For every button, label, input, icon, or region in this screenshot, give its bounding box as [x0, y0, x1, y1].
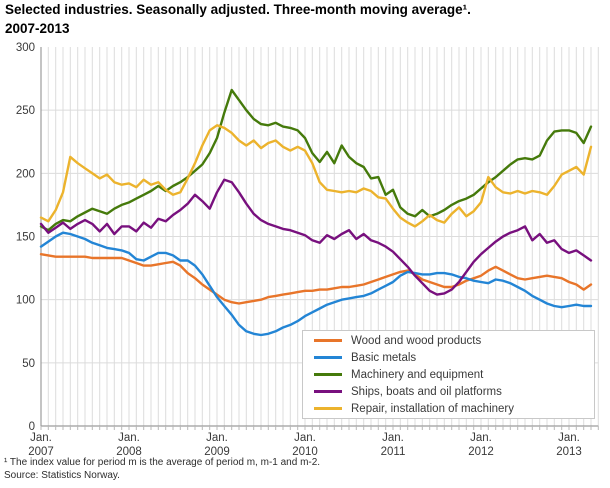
legend-label-ships: Ships, boats and oil platforms	[351, 385, 502, 398]
legend-swatch-basic-metals	[314, 356, 342, 359]
svg-text:100: 100	[16, 295, 35, 307]
legend: Wood and wood products Basic metals Mach…	[302, 330, 595, 419]
legend-label-repair: Repair, installation of machinery	[351, 402, 514, 415]
svg-text:Jan.: Jan.	[118, 432, 140, 444]
svg-text:Jan.: Jan.	[294, 432, 316, 444]
svg-text:2012: 2012	[468, 446, 494, 458]
svg-text:2008: 2008	[116, 446, 142, 458]
svg-text:Jan.: Jan.	[558, 432, 580, 444]
svg-text:2007: 2007	[28, 446, 54, 458]
svg-text:0: 0	[29, 421, 35, 433]
svg-text:50: 50	[22, 358, 35, 370]
svg-text:2013: 2013	[556, 446, 582, 458]
legend-label-machinery: Machinery and equipment	[351, 368, 484, 381]
footnote: ¹ The index value for period m is the av…	[4, 457, 321, 468]
chart-title-block: Selected industries. Seasonally adjusted…	[5, 1, 607, 38]
svg-text:Jan.: Jan.	[470, 432, 492, 444]
legend-label-wood: Wood and wood products	[351, 334, 482, 347]
svg-text:2010: 2010	[292, 446, 318, 458]
legend-swatch-wood	[314, 339, 342, 342]
legend-swatch-machinery	[314, 373, 342, 376]
svg-text:250: 250	[16, 105, 35, 117]
legend-item-wood: Wood and wood products	[314, 332, 594, 349]
legend-swatch-repair	[314, 407, 342, 410]
legend-item-ships: Ships, boats and oil platforms	[314, 383, 594, 400]
legend-label-basic-metals: Basic metals	[351, 351, 417, 364]
chart-title: Selected industries. Seasonally adjusted…	[5, 2, 471, 17]
legend-item-basic-metals: Basic metals	[314, 349, 594, 366]
svg-text:300: 300	[16, 42, 35, 54]
legend-item-machinery: Machinery and equipment	[314, 366, 594, 383]
svg-text:150: 150	[16, 232, 35, 244]
svg-text:2011: 2011	[381, 446, 406, 458]
source-note: Source: Statistics Norway.	[4, 470, 120, 481]
svg-text:2009: 2009	[204, 446, 230, 458]
svg-text:200: 200	[16, 168, 35, 180]
svg-text:Jan.: Jan.	[30, 432, 52, 444]
chart-subtitle: 2007-2013	[5, 20, 70, 36]
svg-text:Jan.: Jan.	[206, 432, 228, 444]
legend-swatch-ships	[314, 390, 342, 393]
legend-item-repair: Repair, installation of machinery	[314, 400, 594, 417]
svg-text:Jan.: Jan.	[382, 432, 404, 444]
